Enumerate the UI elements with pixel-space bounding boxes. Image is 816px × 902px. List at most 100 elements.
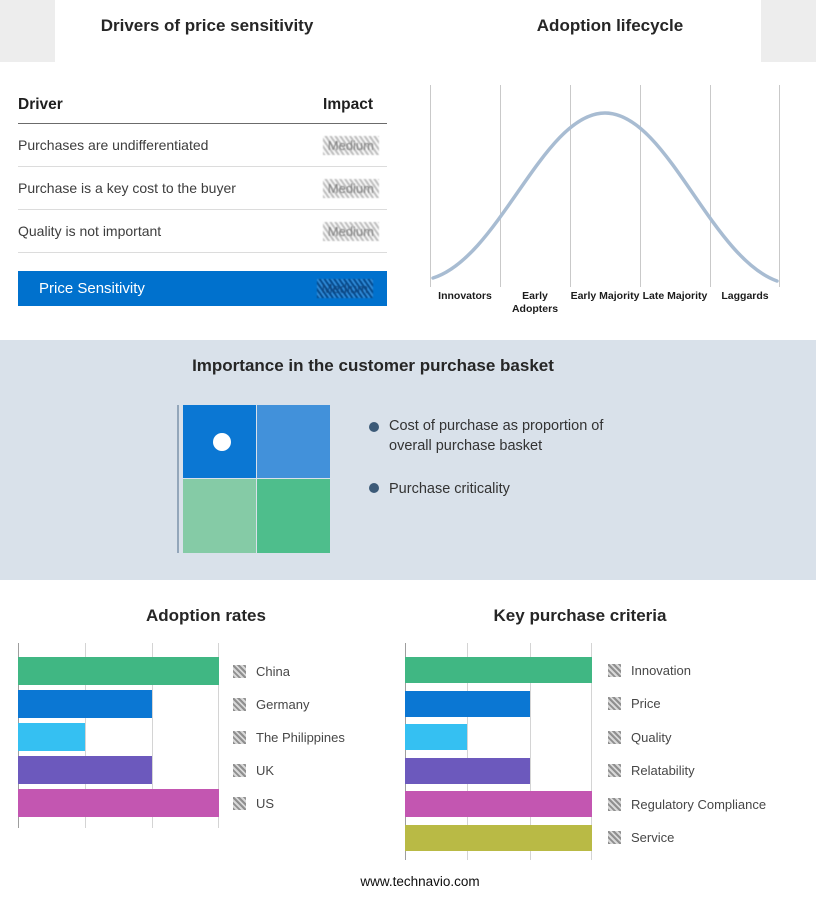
legend-label: Relatability: [631, 763, 695, 778]
column-header-impact: Impact: [323, 96, 373, 113]
gridline: [218, 643, 219, 828]
price-sensitivity-label: Price Sensitivity: [39, 280, 145, 297]
column-header-driver: Driver: [18, 96, 63, 113]
y-axis-line: [405, 643, 406, 860]
bullet-icon: [369, 483, 379, 493]
legend-label: Quality: [631, 729, 672, 745]
bar-quality: [405, 724, 468, 750]
impact-value-redacted: Medium: [316, 279, 373, 298]
gridline: [591, 643, 592, 860]
website-caption: www.technavio.com: [360, 874, 480, 889]
key-purchase-criteria-plot: [405, 643, 592, 860]
stage-label: Innovators: [438, 290, 492, 302]
legend-marker-redacted-icon: [233, 697, 246, 711]
lifecycle-gridline: [570, 85, 571, 287]
corner-shade-left: [0, 0, 55, 62]
stage-label: Laggards: [721, 290, 769, 302]
adoption-lifecycle-chart: [430, 85, 780, 287]
bullet-icon: [369, 422, 379, 432]
basket-bullet: Cost of purchase as proportion of overal…: [389, 418, 604, 454]
lifecycle-gridline: [430, 85, 431, 287]
legend-label: US: [256, 795, 275, 811]
lifecycle-title: Adoption lifecycle: [536, 16, 684, 35]
basket-title: Importance in the customer purchase bask…: [192, 356, 554, 375]
bar-price: [405, 690, 530, 717]
driver-label: Quality is not important: [18, 223, 162, 239]
priority-quadrant: [183, 405, 330, 553]
legend-label: Price: [631, 696, 661, 711]
impact-value-redacted: Medium: [322, 135, 379, 155]
gridline: [152, 643, 153, 828]
driver-label: Purchase is a key cost to the buyer: [18, 180, 236, 196]
legend-marker-redacted-icon: [233, 664, 246, 678]
key-purchase-criteria-legend: Innovation Price Quality Relatability Regula…: [608, 657, 808, 858]
key-purchase-criteria-title: Key purchase criteria: [493, 606, 667, 625]
drivers-table-header: Driver Impact: [18, 90, 387, 124]
legend-marker-redacted-icon: [608, 663, 621, 677]
purchase-basket-band: [0, 340, 816, 580]
legend-marker-redacted-icon: [608, 697, 621, 710]
impact-value-redacted: Medium: [322, 221, 379, 241]
legend-item-germany: Germany: [233, 690, 373, 718]
bar-service: [405, 824, 592, 851]
bar-china: [18, 657, 219, 685]
legend-label: UK: [256, 762, 275, 778]
legend-label: Service: [631, 830, 675, 845]
legend-label: The Philippines: [256, 729, 345, 745]
legend-marker-redacted-icon: [608, 831, 621, 844]
corner-shade-right: [761, 0, 816, 62]
lifecycle-gridline: [640, 85, 641, 287]
legend-label: China: [256, 663, 290, 679]
legend-marker-redacted-icon: [233, 730, 246, 744]
quadrant-cell-top-right: [257, 405, 330, 478]
quadrant-cell-bottom-right: [257, 479, 330, 553]
bar-relatability: [405, 757, 530, 784]
basket-bullet: Purchase criticality: [389, 481, 510, 497]
legend-item-innovation: Innovation: [608, 657, 808, 683]
legend-item-regulatory-compliance: Regulatory Compliance: [608, 791, 808, 817]
bar-regulatory-compliance: [405, 791, 592, 817]
impact-value-redacted: Medium: [322, 178, 379, 198]
gridline: [84, 643, 86, 828]
lifecycle-stage-labels: Innovators Early Adopters Early Majority…: [430, 290, 780, 315]
legend-item-quality: Quality: [608, 724, 808, 750]
quadrant-axis-line: [177, 405, 179, 553]
legend-marker-redacted-icon: [608, 797, 621, 811]
bar-innovation: [405, 657, 592, 683]
lifecycle-gridline: [779, 85, 780, 287]
bar-germany: [18, 690, 152, 718]
legend-marker-redacted-icon: [608, 764, 621, 777]
legend-item-the-philippines: The Philippines: [233, 723, 373, 751]
lifecycle-gridline: [500, 85, 501, 287]
table-row: Quality is not important Medium: [18, 210, 387, 253]
bell-curve-icon: [431, 111, 779, 283]
table-row: Purchase is a key cost to the buyer Medi…: [18, 167, 387, 210]
drivers-table: Driver Impact Purchases are undifferenti…: [18, 90, 387, 253]
gridline: [467, 643, 469, 860]
legend-marker-redacted-icon: [233, 796, 246, 810]
quadrant-cell-top-left: [183, 405, 256, 478]
stage-label: Early Majority: [570, 290, 640, 302]
legend-label: Innovation: [631, 662, 691, 678]
stage-label: Late Majority: [642, 290, 708, 302]
adoption-rates-plot: [18, 643, 219, 828]
legend-marker-redacted-icon: [233, 763, 246, 777]
legend-label: Regulatory Compliance: [631, 796, 767, 812]
adoption-rates-legend: China Germany The Philippines UK US: [233, 657, 373, 822]
legend-item-relatability: Relatability: [608, 758, 808, 784]
bar-uk: [18, 756, 152, 784]
legend-item-us: US: [233, 789, 373, 817]
legend-marker-redacted-icon: [608, 730, 621, 744]
quadrant-cell-bottom-left: [183, 479, 256, 553]
price-sensitivity-summary-bar: Price Sensitivity Medium: [18, 271, 387, 306]
stage-label: Early Adopters: [511, 290, 559, 315]
gridline: [529, 643, 531, 860]
legend-item-uk: UK: [233, 756, 373, 784]
lifecycle-gridline: [710, 85, 711, 287]
legend-item-service: Service: [608, 825, 808, 851]
position-marker-dot: [213, 433, 231, 451]
bar-the-philippines: [18, 723, 85, 751]
legend-item-price: Price: [608, 691, 808, 717]
legend-label: Germany: [256, 696, 310, 712]
